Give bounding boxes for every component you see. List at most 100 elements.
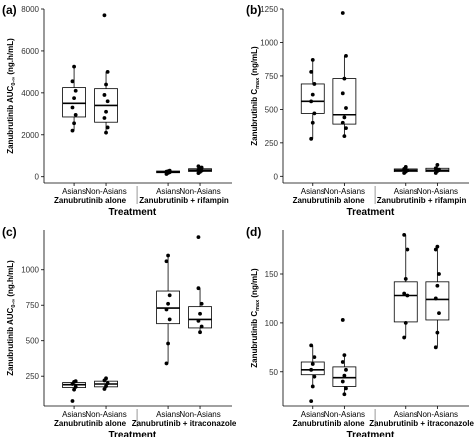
y-tick-label: 250 <box>265 139 279 148</box>
y-axis-title-subscript: max <box>255 299 261 311</box>
data-point <box>70 128 75 133</box>
box-asians-group-1 <box>62 379 86 403</box>
panel-label: (d) <box>246 225 261 239</box>
x-tick-label: Asians <box>156 187 180 196</box>
x-axis-title: Treatment <box>347 207 395 218</box>
data-point <box>102 93 107 97</box>
y-tick-label: 750 <box>26 301 40 310</box>
data-point <box>405 168 410 173</box>
data-point <box>105 69 110 74</box>
x-axis-title: Treatment <box>108 430 156 437</box>
data-point <box>340 120 345 125</box>
data-point <box>344 106 348 110</box>
box-non-asians-group-2 <box>188 235 212 335</box>
group-label: Zanubrutinib alone <box>293 419 366 428</box>
box-asians-group-1 <box>62 64 86 133</box>
y-axis-title-subscript: 0-∞ <box>11 299 17 308</box>
data-point <box>344 386 348 391</box>
panel-3: (c) 250 500 750 1000 Zanubrutinib AUC0-∞ (ng.… <box>2 225 237 437</box>
group-label: Zanubrutinib alone <box>293 196 366 205</box>
group-label: Zanubrutinib + itraconazole <box>132 419 237 428</box>
box-iqr <box>425 281 450 321</box>
x-tick-label: Non-Asians <box>179 187 220 196</box>
data-point <box>312 355 317 360</box>
panel-label: (c) <box>2 225 17 239</box>
data-point <box>102 387 107 391</box>
x-tick-label: Asians <box>156 410 180 419</box>
data-point <box>402 291 407 296</box>
data-point <box>340 91 345 96</box>
y-axis-title-subscript: max <box>255 77 261 89</box>
x-tick-label: Asians <box>301 410 325 419</box>
x-tick-label: Non-Asians <box>417 187 458 196</box>
y-tick-label: 1000 <box>260 38 278 47</box>
data-point <box>309 99 314 104</box>
data-point <box>196 235 201 239</box>
data-point <box>199 301 204 306</box>
data-point <box>309 343 314 348</box>
data-point <box>344 53 348 58</box>
data-point <box>403 320 408 325</box>
y-tick-label: 2000 <box>21 131 39 140</box>
y-tick-label: 1250 <box>260 5 278 14</box>
y-axis-title: Zanubrutinib AUC0-∞ (ng.h/mL) <box>6 38 17 154</box>
y-tick-label: 0 <box>35 173 40 182</box>
y-tick-label: 150 <box>265 270 279 279</box>
x-tick-label: Asians <box>62 410 86 419</box>
x-tick-label: Non-Asians <box>417 410 458 419</box>
box-asians-group-1 <box>300 57 325 141</box>
data-point <box>435 283 440 288</box>
box-non-asians-group-1 <box>94 13 118 135</box>
box-non-asians-group-2 <box>425 244 450 350</box>
box-iqr <box>62 87 86 118</box>
data-point <box>105 125 110 130</box>
box-asians-group-2 <box>156 253 180 366</box>
data-point <box>73 88 78 93</box>
box-asians-group-2 <box>156 168 180 176</box>
y-tick-label: 500 <box>265 105 279 114</box>
y-tick-label: 4000 <box>21 89 39 98</box>
x-tick-label: Asians <box>62 187 86 196</box>
group-label: Zanubrutinib alone <box>54 419 127 428</box>
box-non-asians-group-2 <box>188 164 212 176</box>
y-tick-label: 1000 <box>21 266 39 275</box>
data-point <box>166 253 170 258</box>
data-point <box>167 168 172 173</box>
data-point <box>72 121 76 126</box>
data-point <box>164 307 169 312</box>
panel-1: (a) 0 2000 4000 6000 8000 Zanubrutinib AUC0-∞ … <box>2 3 232 218</box>
data-point <box>102 13 107 18</box>
data-point <box>73 112 78 117</box>
box-asians-group-2 <box>393 232 418 340</box>
box-asians-group-2 <box>393 165 418 175</box>
data-point <box>167 293 172 298</box>
data-point <box>340 379 345 384</box>
data-point <box>104 376 108 381</box>
x-tick-label: Asians <box>301 187 325 196</box>
data-point <box>433 345 438 350</box>
y-axis-title-subscript: 0-∞ <box>11 77 17 86</box>
data-point <box>310 120 315 125</box>
data-point <box>70 105 75 110</box>
x-tick-label: Non-Asians <box>85 187 126 196</box>
data-point <box>73 384 78 389</box>
data-point <box>196 286 201 291</box>
data-point <box>433 166 438 171</box>
group-label: Zanubrutinib + rifampin <box>377 196 467 205</box>
group-label: Zanubrutinib alone <box>54 196 127 205</box>
data-point <box>198 330 202 335</box>
data-point <box>435 244 440 249</box>
data-point <box>342 353 347 358</box>
data-point <box>340 11 345 15</box>
x-tick-label: Non-Asians <box>324 187 365 196</box>
panel-4: (d) 50 100 150 Zanubrutinib Cmax (ng/mL) Asia… <box>246 225 474 437</box>
y-tick-label: 0 <box>274 172 279 181</box>
data-point <box>309 70 314 74</box>
data-point <box>344 126 348 131</box>
data-point <box>433 296 438 301</box>
data-point <box>405 247 410 252</box>
data-point <box>104 384 108 389</box>
data-point <box>72 387 76 392</box>
data-point <box>340 360 345 364</box>
